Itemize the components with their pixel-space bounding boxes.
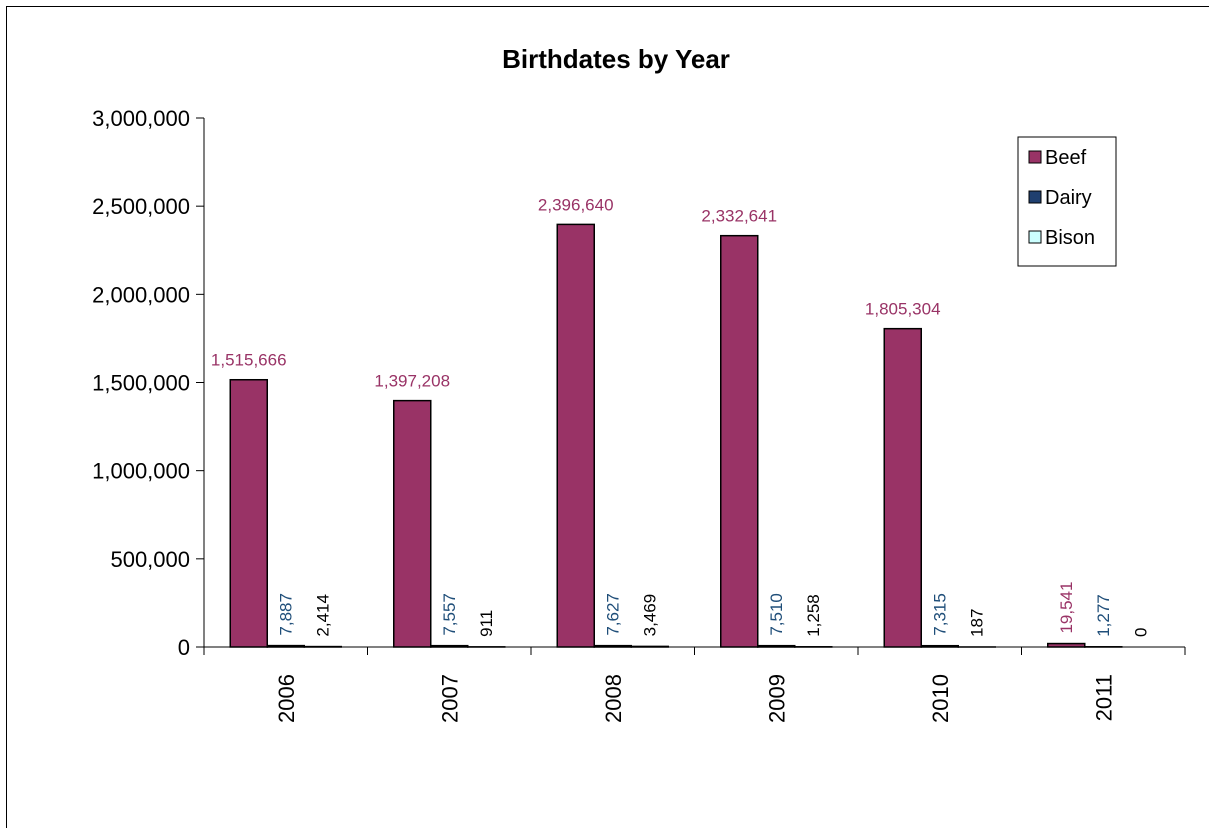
data-label-dairy: 1,277 bbox=[1094, 594, 1113, 637]
bar-dairy bbox=[758, 646, 795, 647]
bar-beef bbox=[884, 329, 921, 647]
data-label-dairy: 7,887 bbox=[277, 593, 296, 636]
y-tick-label: 1,000,000 bbox=[92, 459, 190, 484]
bar-dairy bbox=[594, 646, 631, 647]
data-label-beef: 1,397,208 bbox=[374, 372, 450, 391]
x-category-label: 2011 bbox=[1091, 674, 1116, 721]
data-label-dairy: 7,557 bbox=[440, 593, 459, 636]
x-category-label: 2008 bbox=[601, 674, 626, 723]
data-label-beef: 2,396,640 bbox=[538, 195, 614, 214]
data-label-bison: 1,258 bbox=[804, 594, 823, 637]
legend-label-dairy: Dairy bbox=[1045, 187, 1092, 209]
legend-label-bison: Bison bbox=[1045, 227, 1095, 249]
data-label-bison: 187 bbox=[968, 609, 987, 637]
data-label-bison: 2,414 bbox=[314, 594, 333, 637]
bar-beef bbox=[230, 380, 267, 647]
data-label-dairy: 7,627 bbox=[604, 593, 623, 636]
data-label-bison: 0 bbox=[1131, 628, 1150, 637]
x-category-label: 2009 bbox=[764, 674, 789, 723]
bar-dairy bbox=[267, 646, 304, 647]
legend-swatch-bison bbox=[1029, 231, 1041, 243]
bar-beef bbox=[1048, 644, 1085, 647]
y-tick-label: 3,000,000 bbox=[92, 106, 190, 131]
y-tick-label: 0 bbox=[178, 635, 190, 660]
y-tick-label: 2,500,000 bbox=[92, 194, 190, 219]
y-tick-label: 2,000,000 bbox=[92, 282, 190, 307]
chart-title: Birthdates by Year bbox=[502, 44, 730, 74]
data-label-beef: 1,805,304 bbox=[865, 300, 941, 319]
data-label-dairy: 7,315 bbox=[931, 593, 950, 636]
bar-beef bbox=[557, 224, 594, 647]
data-label-beef: 1,515,666 bbox=[211, 351, 287, 370]
legend-label-beef: Beef bbox=[1045, 147, 1087, 169]
y-tick-label: 1,500,000 bbox=[92, 371, 190, 396]
data-label-bison: 3,469 bbox=[641, 594, 660, 637]
bar-dairy bbox=[921, 646, 958, 647]
data-label-dairy: 7,510 bbox=[767, 593, 786, 636]
bar-bison bbox=[631, 646, 668, 647]
legend-swatch-beef bbox=[1029, 151, 1041, 163]
bar-dairy bbox=[431, 646, 468, 647]
x-category-label: 2006 bbox=[274, 674, 299, 723]
data-label-beef: 2,332,641 bbox=[701, 207, 777, 226]
bar-beef bbox=[394, 401, 431, 647]
legend: Beef Dairy Bison bbox=[1018, 137, 1116, 266]
data-label-bison: 911 bbox=[477, 610, 496, 637]
data-label-beef: 19,541 bbox=[1057, 582, 1076, 634]
y-tick-label: 500,000 bbox=[110, 547, 190, 572]
bar-beef bbox=[721, 236, 758, 647]
x-category-label: 2007 bbox=[437, 674, 462, 723]
legend-swatch-dairy bbox=[1029, 191, 1041, 203]
x-category-label: 2010 bbox=[928, 674, 953, 723]
